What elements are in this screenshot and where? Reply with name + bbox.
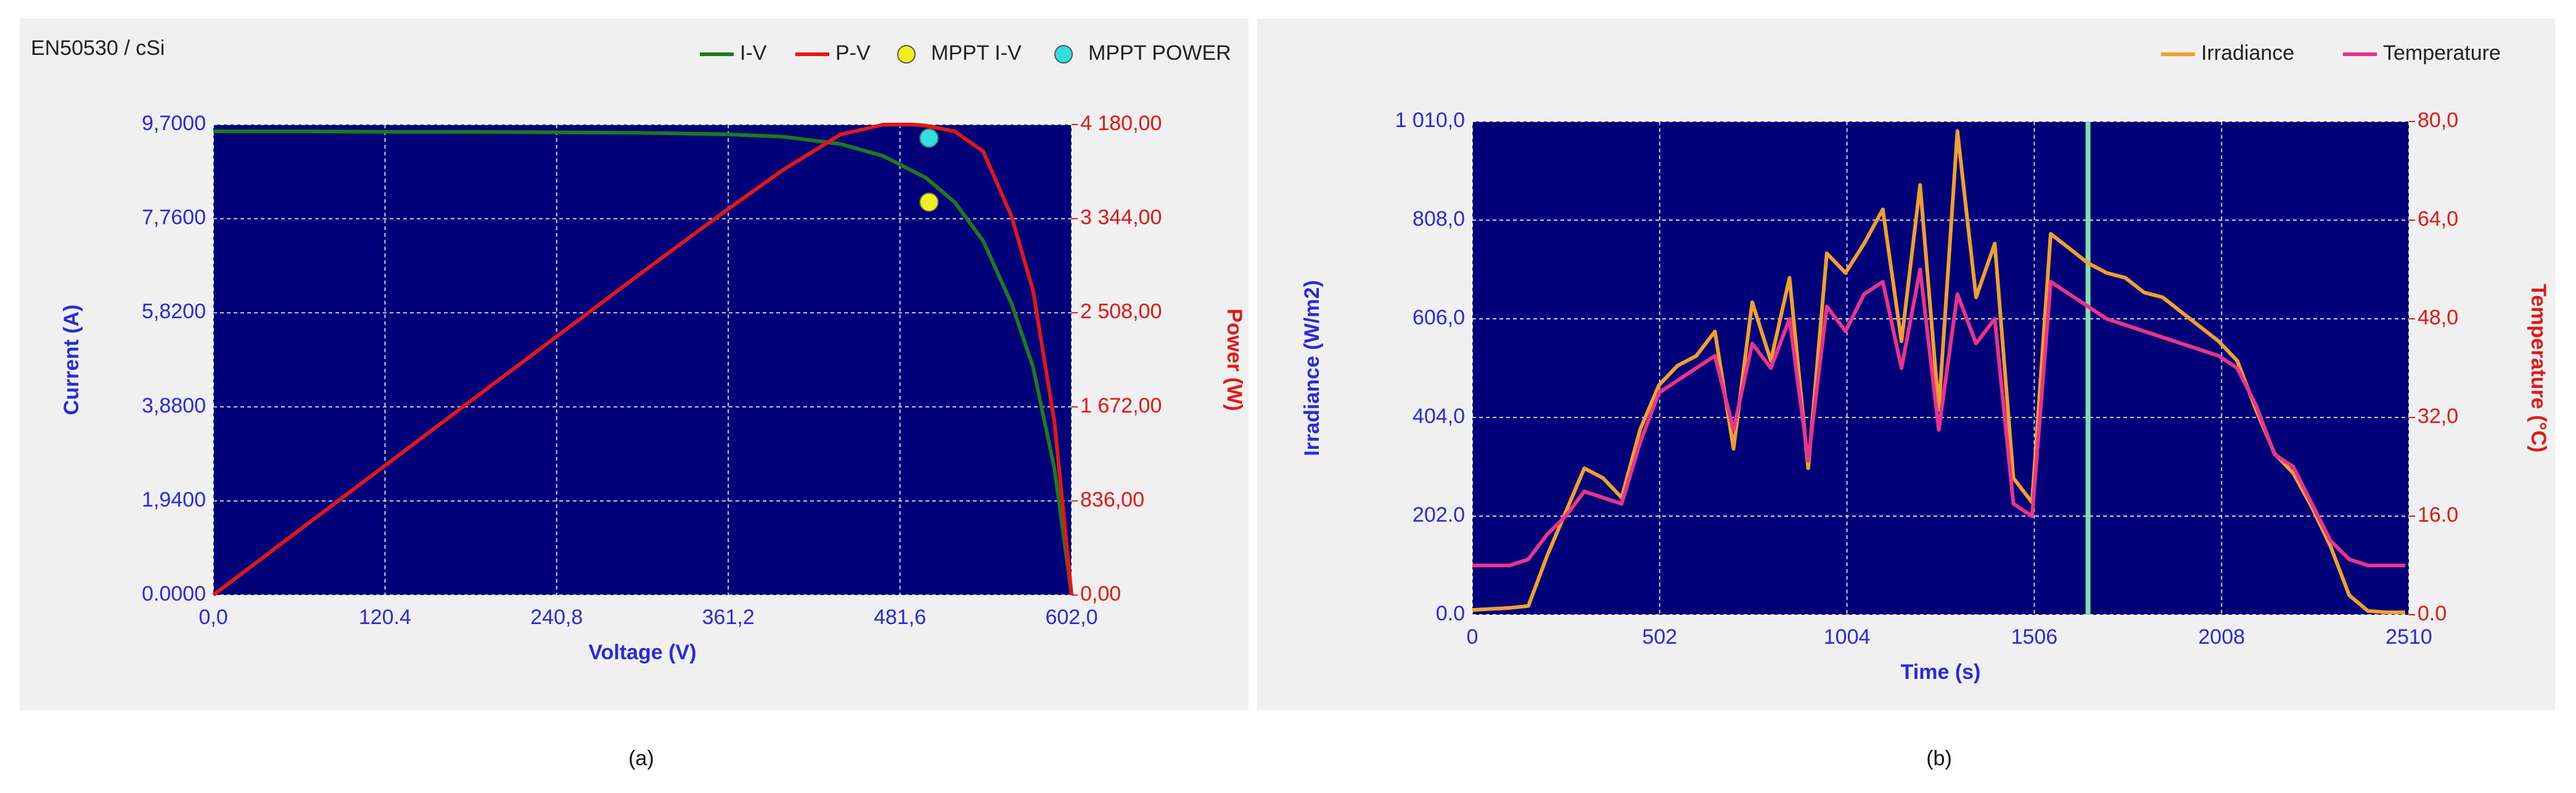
x-tick-label: 2510 xyxy=(2385,625,2432,649)
y-tick-label: 404,0 xyxy=(1413,405,1465,428)
y-tick-label: 3,8800 xyxy=(142,394,206,417)
y2-tick-label: 1 672,00 xyxy=(1080,394,1162,417)
y-axis-label: Irradiance (W/m2) xyxy=(1300,280,1324,456)
y-tick-label: 7,7600 xyxy=(142,206,206,229)
chart-title: EN50530 / cSi xyxy=(31,36,165,60)
x-tick-label: 1004 xyxy=(1824,625,1871,649)
y2-tick-label: 64,0 xyxy=(2418,207,2458,231)
legend-label: MPPT POWER xyxy=(1088,41,1231,65)
y-tick-label: 808,0 xyxy=(1413,207,1465,231)
x-tick-label: 0 xyxy=(1467,625,1479,649)
x-tick-label: 2008 xyxy=(2198,625,2245,649)
legend-label: P-V xyxy=(835,41,871,65)
y2-tick-label: 2 508,00 xyxy=(1080,300,1162,323)
x-tick-label: 240,8 xyxy=(530,606,583,629)
legend-label: MPPT I-V xyxy=(931,41,1022,65)
caption: (a) xyxy=(628,747,654,770)
legend-swatch xyxy=(897,45,916,64)
series-line xyxy=(212,123,1073,597)
series-line xyxy=(213,129,1073,596)
x-tick-label: 0,0 xyxy=(199,606,228,629)
x-tick-label: 481,6 xyxy=(874,606,926,629)
y-tick-label: 0.0 xyxy=(1436,602,1465,625)
caption: (b) xyxy=(1926,747,1952,770)
y2-tick-label: 3 344,00 xyxy=(1080,206,1162,229)
y2-tick-label: 32,0 xyxy=(2418,405,2458,428)
x-tick-label: 120.4 xyxy=(359,606,411,629)
plot-area xyxy=(213,125,1072,595)
y-tick-label: 5,8200 xyxy=(142,300,206,323)
y-tick-label: 1,9400 xyxy=(142,488,206,511)
y2-tick-label: 4 180,00 xyxy=(1080,112,1162,135)
y-tick-label: 1 010,0 xyxy=(1395,109,1465,132)
y-tick-label: 0.0000 xyxy=(142,582,206,606)
legend-label: Temperature xyxy=(2383,41,2501,65)
y2-tick-label: 80,0 xyxy=(2418,109,2458,132)
x-axis-label: Time (s) xyxy=(1901,660,1981,684)
x-tick-label: 502 xyxy=(1642,625,1677,649)
y2-tick-label: 0.0 xyxy=(2418,602,2447,625)
y-axis-label: Current (A) xyxy=(60,305,83,415)
x-tick-label: 602,0 xyxy=(1045,606,1097,629)
y2-axis-label: Power (W) xyxy=(1223,308,1246,411)
mppt-marker xyxy=(919,192,939,212)
y2-axis-label: Temperature (°C) xyxy=(2527,284,2550,453)
y2-tick-label: 48,0 xyxy=(2418,306,2458,329)
x-tick-label: 1506 xyxy=(2011,625,2058,649)
legend-label: I-V xyxy=(740,41,767,65)
x-tick-label: 361,2 xyxy=(702,606,755,629)
x-axis-label: Voltage (V) xyxy=(588,641,696,664)
y-tick-label: 202.0 xyxy=(1413,503,1465,527)
mppt-marker xyxy=(919,128,939,148)
legend-label: Irradiance xyxy=(2201,41,2294,65)
y-tick-label: 606,0 xyxy=(1413,306,1465,329)
y2-tick-label: 16.0 xyxy=(2418,503,2458,527)
series-line xyxy=(1472,268,2405,567)
y2-tick-label: 0,00 xyxy=(1080,582,1121,606)
y-tick-label: 9,7000 xyxy=(142,112,206,135)
legend-swatch xyxy=(1054,45,1073,64)
y2-tick-label: 836,00 xyxy=(1080,488,1144,511)
